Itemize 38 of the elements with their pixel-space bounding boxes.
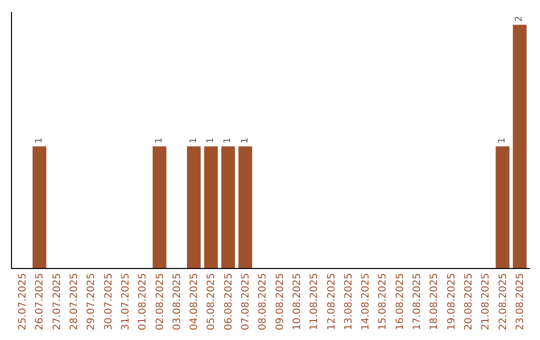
x-tick-label: 21.08.2025 <box>480 273 492 330</box>
x-tick-label: 09.08.2025 <box>274 273 286 330</box>
x-tick-label: 04.08.2025 <box>189 273 200 330</box>
x-tick-label: 18.08.2025 <box>429 273 440 330</box>
x-tick-label: 06.08.2025 <box>223 273 234 330</box>
x-tick-label: 30.07.2025 <box>103 273 114 330</box>
x-tick-label: 08.08.2025 <box>258 273 269 330</box>
x-tick-label: 29.07.2025 <box>86 273 98 330</box>
x-tick-label: 31.07.2025 <box>120 273 132 330</box>
data-label: 1 <box>154 138 165 144</box>
data-label: 1 <box>240 138 250 144</box>
x-tick-label: 11.08.2025 <box>309 273 320 330</box>
x-tick-label: 14.08.2025 <box>360 273 372 330</box>
x-tick-label: 02.08.2025 <box>154 273 166 330</box>
x-tick-label: 16.08.2025 <box>394 273 406 330</box>
data-label: 1 <box>188 138 199 144</box>
x-tick-label: 20.08.2025 <box>464 273 474 330</box>
x-tick-label: 23.08.2025 <box>514 273 526 330</box>
x-tick-label: 05.08.2025 <box>206 273 218 330</box>
x-tick-label: 26.07.2025 <box>34 273 46 330</box>
x-tick-label: 01.08.2025 <box>138 273 149 330</box>
x-tick-label: 28.07.2025 <box>69 273 80 330</box>
x-tick-label: 27.07.2025 <box>52 273 63 330</box>
x-tick-label: 07.08.2025 <box>240 273 252 330</box>
data-label: 1 <box>34 138 44 144</box>
x-tick-label: 22.08.2025 <box>498 273 509 330</box>
data-label: 1 <box>223 138 234 144</box>
x-tick-label: 25.07.2025 <box>18 273 29 330</box>
x-tick-label: 12.08.2025 <box>326 273 338 330</box>
data-label: 2 <box>514 16 525 22</box>
x-tick-label: 03.08.2025 <box>172 273 183 330</box>
x-tick-label: 15.08.2025 <box>378 273 389 330</box>
x-tick-label: 17.08.2025 <box>412 273 424 330</box>
x-tick-label: 13.08.2025 <box>343 273 354 330</box>
data-label: 1 <box>498 138 508 144</box>
x-tick-label: 19.08.2025 <box>446 273 458 330</box>
x-tick-label: 10.08.2025 <box>292 273 303 330</box>
data-label: 1 <box>206 138 216 144</box>
